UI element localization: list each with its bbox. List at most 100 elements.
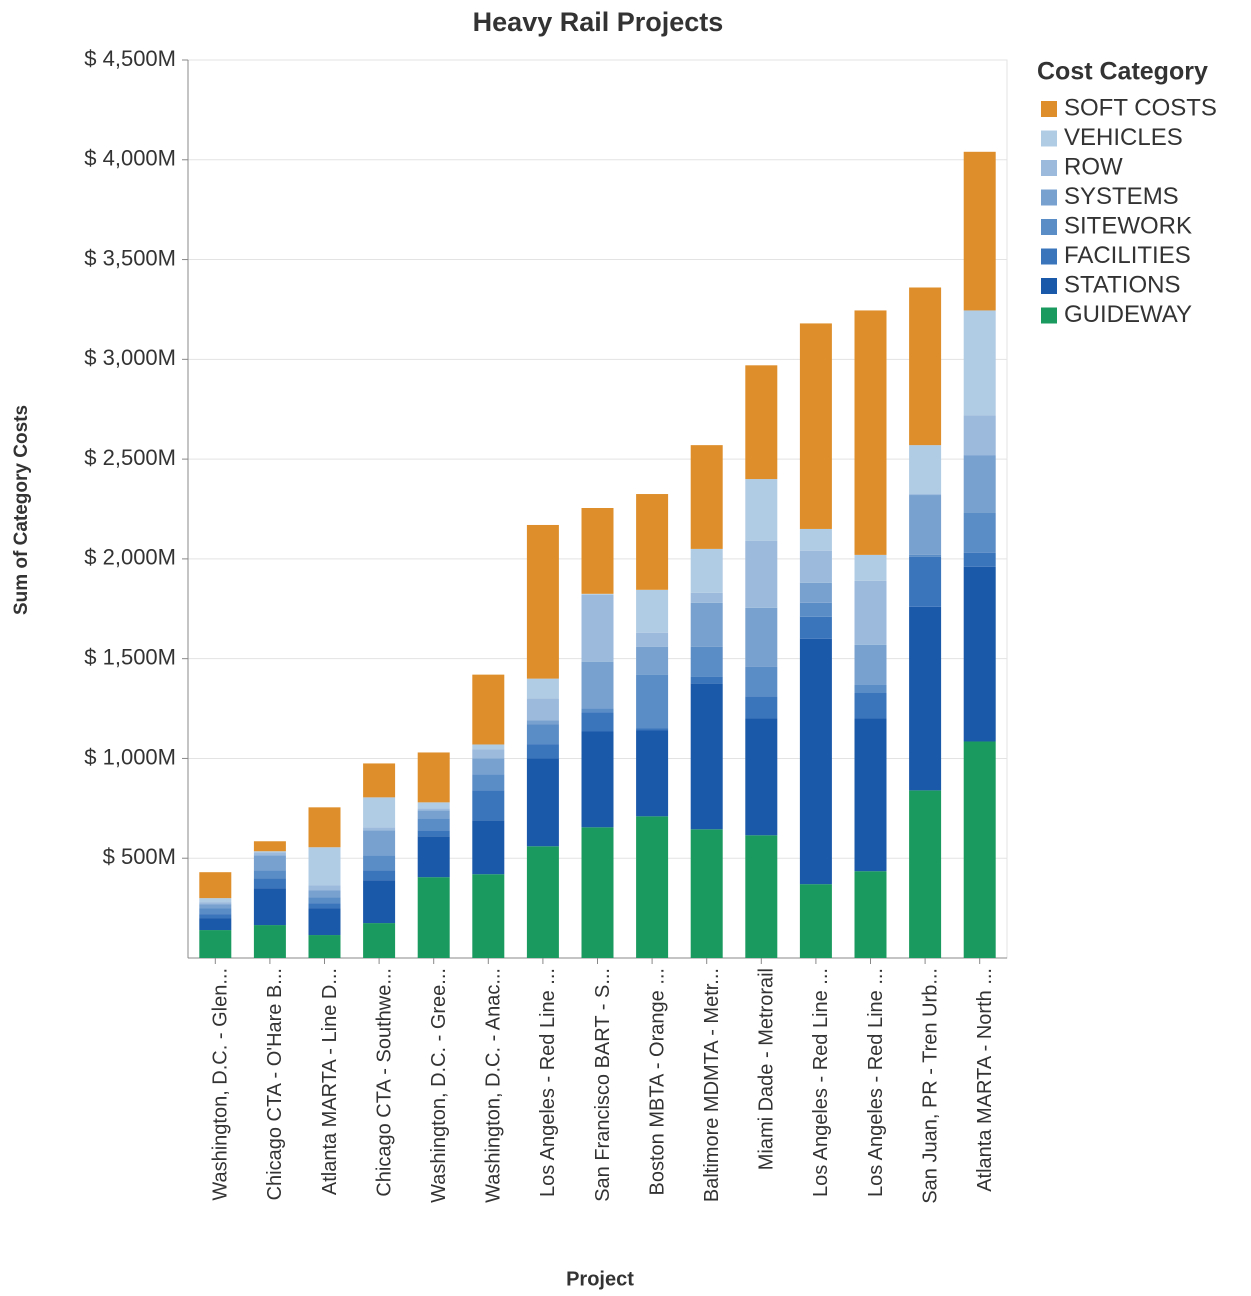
bar-segment bbox=[417, 877, 450, 958]
x-tick-label: Washington, D.C. - Gree... bbox=[428, 968, 450, 1203]
bar-segment bbox=[854, 684, 887, 693]
bar-segment bbox=[854, 644, 887, 685]
y-tick-label: $ 4,500M bbox=[84, 46, 176, 71]
bar-segment bbox=[909, 556, 942, 607]
bar-segment bbox=[472, 749, 505, 759]
legend-label: SOFT COSTS bbox=[1064, 94, 1217, 121]
bar-segment bbox=[417, 802, 450, 809]
x-tick-label: Atlanta MARTA - North ... bbox=[974, 968, 996, 1192]
legend-label: STATIONS bbox=[1064, 271, 1180, 298]
bar-segment bbox=[308, 885, 341, 891]
bar-segment bbox=[854, 692, 887, 719]
bar-segment bbox=[417, 752, 450, 803]
bar-segment bbox=[636, 632, 669, 647]
y-tick-label: $ 1,000M bbox=[84, 744, 176, 769]
bar-segment bbox=[199, 930, 232, 958]
bar-segment bbox=[799, 602, 832, 617]
bar-segment bbox=[308, 903, 341, 909]
bar-segment bbox=[199, 898, 232, 903]
bar-segment bbox=[308, 897, 341, 904]
bar-segment bbox=[854, 554, 887, 581]
bar-segment bbox=[799, 884, 832, 958]
bar-segment bbox=[363, 830, 396, 856]
bar-segment bbox=[690, 602, 723, 647]
bar-segment bbox=[581, 508, 614, 594]
bar-segment bbox=[308, 908, 341, 936]
bar-segment bbox=[526, 678, 559, 699]
bar-segment bbox=[963, 151, 996, 311]
bar-segment bbox=[472, 790, 505, 821]
x-tick-label: Baltimore MDMTA - Metr... bbox=[701, 968, 723, 1202]
bar-segment bbox=[526, 720, 559, 725]
bar-segment bbox=[199, 902, 232, 905]
bar-segment bbox=[963, 512, 996, 553]
bar-segment bbox=[690, 445, 723, 549]
y-tick-label: $ 2,000M bbox=[84, 545, 176, 570]
bar-segment bbox=[963, 741, 996, 958]
bar-segment bbox=[472, 820, 505, 875]
bar-segment bbox=[963, 310, 996, 416]
bar-segment bbox=[745, 696, 778, 719]
bar-segment bbox=[909, 287, 942, 446]
bar-segment bbox=[581, 708, 614, 713]
bar-segment bbox=[526, 524, 559, 679]
x-tick-label: Los Angeles - Red Line ... bbox=[537, 968, 559, 1197]
bar-segment bbox=[690, 548, 723, 593]
legend-swatch bbox=[1041, 307, 1057, 324]
bar-segment bbox=[363, 827, 396, 831]
x-tick-label: Los Angeles - Red Line ... bbox=[865, 968, 887, 1197]
bar-segment bbox=[745, 835, 778, 958]
y-tick-label: $ 2,500M bbox=[84, 445, 176, 470]
bar-segment bbox=[199, 918, 232, 931]
bar-segment bbox=[909, 790, 942, 958]
bar-segment bbox=[909, 445, 942, 495]
bar-segment bbox=[581, 593, 614, 595]
legend-swatch bbox=[1041, 101, 1057, 117]
bar-segment bbox=[690, 646, 723, 677]
bar-segment bbox=[581, 731, 614, 828]
bar-segment bbox=[636, 728, 669, 731]
bar-segment bbox=[526, 846, 559, 958]
y-tick-label: $ 1,500M bbox=[84, 644, 176, 669]
bar-segment bbox=[417, 810, 450, 819]
legend-label: VEHICLES bbox=[1064, 124, 1183, 151]
bar-segment bbox=[363, 855, 396, 871]
bar-segment bbox=[909, 495, 942, 555]
bar-segment bbox=[745, 666, 778, 697]
bar-segment bbox=[363, 923, 396, 958]
bar-segment bbox=[308, 935, 341, 958]
bar-segment bbox=[636, 816, 669, 958]
legend-swatch bbox=[1041, 130, 1057, 147]
bar-segment bbox=[745, 365, 778, 480]
legend-swatch bbox=[1041, 189, 1057, 206]
bar-segment bbox=[417, 830, 450, 837]
bar-segment bbox=[854, 310, 887, 555]
x-tick-label: San Francisco BART - S... bbox=[592, 968, 614, 1202]
legend-label: GUIDEWAY bbox=[1064, 301, 1192, 328]
chart-title: Heavy Rail Projects bbox=[473, 7, 724, 37]
legend-label: SYSTEMS bbox=[1064, 183, 1179, 210]
y-tick-label: $ 3,000M bbox=[84, 345, 176, 370]
bar-segment bbox=[581, 594, 614, 662]
bar-segment bbox=[581, 712, 614, 732]
bar-segment bbox=[745, 718, 778, 836]
bar-segment bbox=[526, 724, 559, 745]
bar-segment bbox=[253, 852, 286, 856]
bar-segment bbox=[963, 455, 996, 513]
bar-segment bbox=[526, 698, 559, 721]
x-tick-label: Chicago CTA - Southwe... bbox=[373, 968, 395, 1197]
legend-label: SITEWORK bbox=[1064, 212, 1192, 239]
bar-segment bbox=[199, 914, 232, 919]
legend-label: ROW bbox=[1064, 153, 1123, 180]
bar-segment bbox=[690, 676, 723, 684]
bar-segment bbox=[253, 855, 286, 871]
legend-swatch bbox=[1041, 248, 1057, 265]
bar-segment bbox=[909, 554, 942, 557]
bar-segment bbox=[253, 925, 286, 958]
legend-title: Cost Category bbox=[1037, 58, 1208, 86]
bar-segment bbox=[308, 890, 341, 898]
bar-segment bbox=[963, 566, 996, 742]
legend-label: FACILITIES bbox=[1064, 242, 1191, 269]
